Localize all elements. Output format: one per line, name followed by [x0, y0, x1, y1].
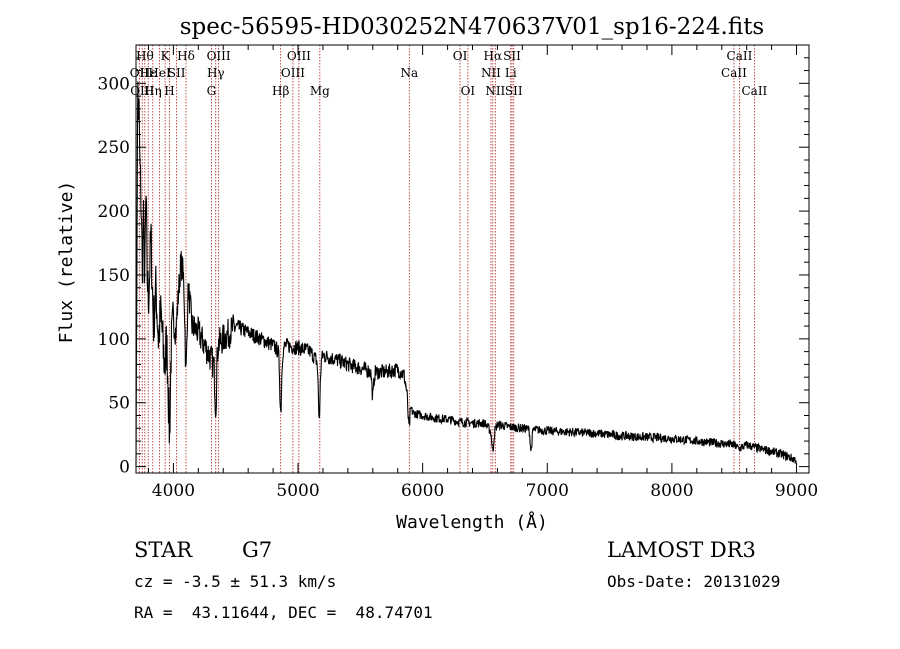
y-tick-label: 200: [98, 202, 130, 222]
spectral-line-label: SII: [505, 84, 523, 98]
x-tick-label: 8000: [650, 481, 693, 501]
spectral-line-label: K: [161, 49, 171, 63]
y-axis-label: Flux (relative): [56, 181, 77, 344]
x-tick-label: 6000: [401, 481, 444, 501]
spectral-line-label: OIII: [281, 66, 305, 80]
object-class: STAR: [134, 538, 193, 562]
survey-name: LAMOST DR3: [607, 538, 756, 562]
chart-title: spec-56595-HD030252N470637V01_sp16-224.f…: [180, 14, 765, 40]
plot-frame: [135, 44, 810, 474]
spectral-line-label: H: [164, 84, 174, 98]
spectral-line-label: CaII: [721, 66, 747, 80]
spectral-line-label: CaII: [741, 84, 767, 98]
spectral-line-label: OIII: [287, 49, 311, 63]
spectral-line-label: G: [207, 84, 217, 98]
spectral-line-label: Li: [505, 66, 517, 80]
y-tick-label: 0: [119, 458, 130, 478]
spectral-line-label: Hγ: [207, 66, 225, 80]
spectral-line-label: Hη: [144, 84, 162, 98]
y-tick-label: 300: [98, 74, 130, 94]
spectral-line-markers: [138, 45, 755, 473]
y-axis-ticks: 0 50 100 150 200 250 300: [98, 57, 809, 478]
spectral-line-label: OII: [130, 66, 150, 80]
flux-series-line: [135, 81, 797, 467]
spectral-line-label: NII: [485, 84, 505, 98]
y-tick-label: 100: [98, 330, 130, 350]
x-tick-label: 4000: [152, 481, 195, 501]
observation-date: Obs-Date: 20131029: [607, 572, 781, 591]
x-tick-label: 9000: [775, 481, 818, 501]
sky-coordinates: RA = 43.11644, DEC = 48.74701: [134, 603, 433, 622]
y-tick-label: 250: [98, 138, 130, 158]
object-subclass: G7: [242, 538, 273, 562]
spectral-line-label: HeI: [148, 66, 171, 80]
y-tick-label: 50: [108, 394, 130, 414]
x-tick-label: 5000: [276, 481, 319, 501]
spectral-line-label: Hδ: [177, 49, 195, 63]
x-tick-label: 7000: [526, 481, 569, 501]
spectral-line-label: SII: [168, 66, 186, 80]
spectral-line-label: OIII: [207, 49, 231, 63]
spectral-line-label: Hα: [484, 49, 503, 63]
series-layer: [135, 81, 797, 467]
redshift-readout: cz = -3.5 ± 51.3 km/s: [134, 572, 337, 591]
spectral-line-label: OI: [453, 49, 468, 63]
y-tick-label: 150: [98, 266, 130, 286]
spectral-line-label: SII: [503, 49, 521, 63]
spectral-line-label: Na: [400, 66, 418, 80]
spectral-line-label: NII: [481, 66, 501, 80]
spectral-line-label: Mg: [310, 84, 330, 98]
spectral-line-label: Hθ: [136, 49, 154, 63]
spectral-line-labels: OIIOIIIHθHεHηHeIKHSIIHδGHγOIIIHβOIIIOIII…: [130, 49, 768, 98]
spectral-line-label: OI: [461, 84, 476, 98]
x-axis-ticks: 4000 5000 6000 7000 8000 9000: [147, 45, 818, 501]
spectral-line-label: Hε: [140, 66, 157, 80]
x-axis-label: Wavelength (Å): [396, 511, 548, 533]
spectral-line-label: CaII: [727, 49, 753, 63]
spectral-line-label: Hβ: [272, 84, 289, 98]
